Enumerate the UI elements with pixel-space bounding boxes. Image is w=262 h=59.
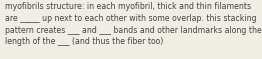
Text: myofibrils structure: in each myofibril, thick and thin filaments
are _____ up n: myofibrils structure: in each myofibril,… xyxy=(5,2,261,46)
